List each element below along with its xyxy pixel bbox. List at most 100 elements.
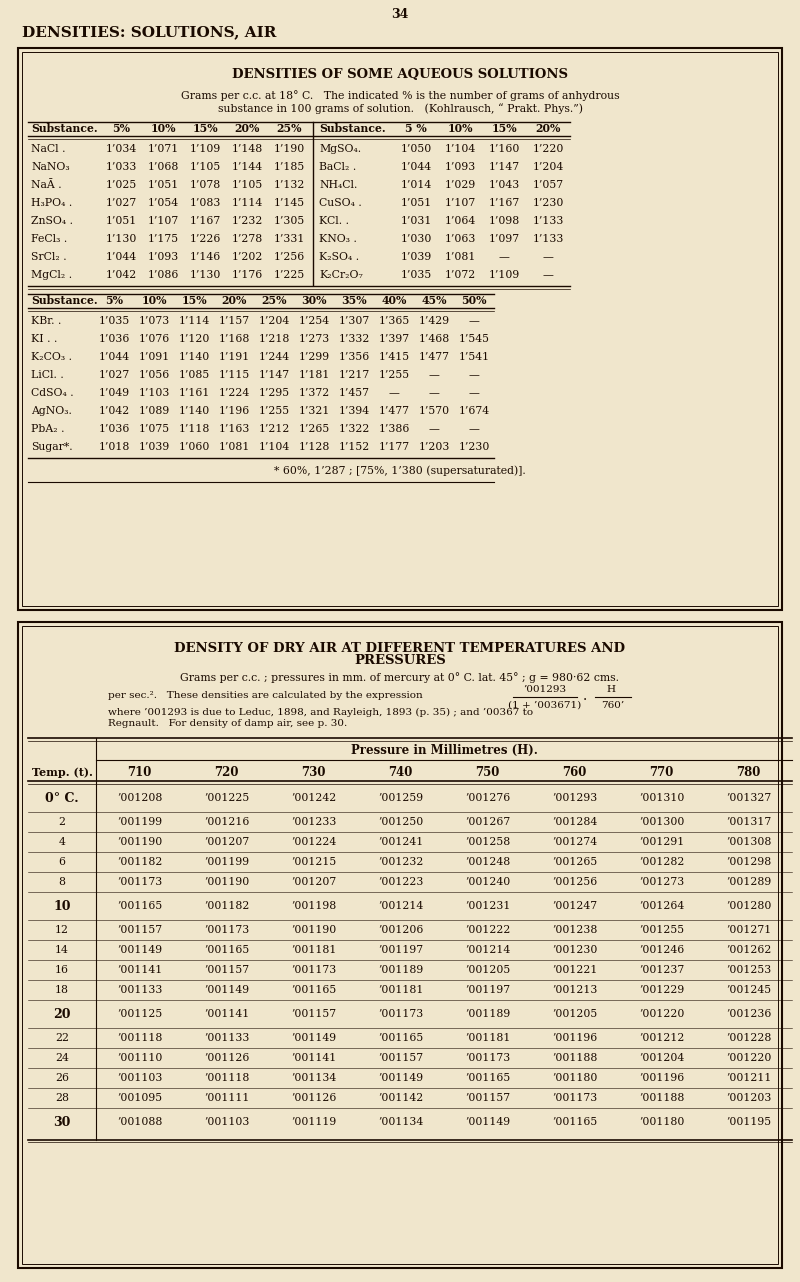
Text: ’001215: ’001215 xyxy=(291,856,336,867)
Text: —: — xyxy=(469,370,479,379)
Text: ’001232: ’001232 xyxy=(378,856,423,867)
Text: 1’049: 1’049 xyxy=(98,388,130,397)
Text: ’001165: ’001165 xyxy=(465,1073,510,1083)
Text: ’001271: ’001271 xyxy=(726,926,771,935)
Text: DENSITY OF DRY AIR AT DIFFERENT TEMPERATURES AND: DENSITY OF DRY AIR AT DIFFERENT TEMPERAT… xyxy=(174,641,626,655)
Text: 1’076: 1’076 xyxy=(138,335,170,344)
Text: ’001293: ’001293 xyxy=(523,686,566,695)
Text: where ’001293 is due to Leduc, 1898, and Rayleigh, 1893 (p. 35) ; and ’00367 to: where ’001293 is due to Leduc, 1898, and… xyxy=(108,708,533,717)
Text: 1’168: 1’168 xyxy=(218,335,250,344)
Text: 1’051: 1’051 xyxy=(400,197,432,208)
Text: 1’203: 1’203 xyxy=(418,442,450,453)
Text: 24: 24 xyxy=(55,1053,69,1063)
Text: 20%: 20% xyxy=(234,123,260,135)
Text: 1’075: 1’075 xyxy=(138,424,170,435)
Text: MgCl₂ .: MgCl₂ . xyxy=(31,271,72,279)
Text: 1’018: 1’018 xyxy=(98,442,130,453)
Text: ’001173: ’001173 xyxy=(552,1094,597,1103)
Text: 760: 760 xyxy=(562,765,586,778)
Text: ’001242: ’001242 xyxy=(291,794,336,803)
Text: 10%: 10% xyxy=(142,295,166,306)
Text: ’001204: ’001204 xyxy=(639,1053,684,1063)
Text: ’001149: ’001149 xyxy=(204,985,249,995)
Text: ’001214: ’001214 xyxy=(378,901,423,912)
Text: ’001103: ’001103 xyxy=(204,1117,249,1127)
Text: 1’093: 1’093 xyxy=(147,253,178,262)
Text: 1’107: 1’107 xyxy=(444,197,476,208)
Text: ’001141: ’001141 xyxy=(291,1053,336,1063)
Bar xyxy=(18,622,782,1268)
Text: ’001190: ’001190 xyxy=(291,926,336,935)
Text: ’001088: ’001088 xyxy=(117,1117,162,1127)
Text: 30: 30 xyxy=(54,1115,70,1128)
Text: 1’305: 1’305 xyxy=(274,215,305,226)
Text: 1’071: 1’071 xyxy=(147,144,178,154)
Text: 1’044: 1’044 xyxy=(106,253,137,262)
Text: 1’256: 1’256 xyxy=(274,253,305,262)
Text: Substance.: Substance. xyxy=(31,123,98,135)
Text: ’001182: ’001182 xyxy=(204,901,249,912)
Text: FeCl₃ .: FeCl₃ . xyxy=(31,235,67,244)
Text: 760’: 760’ xyxy=(602,700,625,709)
Text: 10%: 10% xyxy=(150,123,176,135)
Text: 1’105: 1’105 xyxy=(231,179,262,190)
Text: ’001149: ’001149 xyxy=(465,1117,510,1127)
Text: 25%: 25% xyxy=(276,123,302,135)
Text: 1’190: 1’190 xyxy=(274,144,305,154)
Text: —: — xyxy=(469,315,479,326)
Text: 1’147: 1’147 xyxy=(489,162,519,172)
Text: 1’103: 1’103 xyxy=(138,388,170,397)
Text: 10%: 10% xyxy=(447,123,473,135)
Text: ’001216: ’001216 xyxy=(204,817,249,827)
Text: ’001203: ’001203 xyxy=(726,1094,771,1103)
Text: BaCl₂ .: BaCl₂ . xyxy=(319,162,356,172)
Text: 1’230: 1’230 xyxy=(532,197,564,208)
Text: ’001298: ’001298 xyxy=(726,856,771,867)
Text: ’001205: ’001205 xyxy=(465,965,510,976)
Text: ’001317: ’001317 xyxy=(726,817,771,827)
Text: 1’415: 1’415 xyxy=(378,353,410,362)
Text: ’001165: ’001165 xyxy=(204,945,249,955)
Text: ’001208: ’001208 xyxy=(117,794,162,803)
Text: 1’073: 1’073 xyxy=(138,315,170,326)
Text: ’001126: ’001126 xyxy=(291,1094,336,1103)
Text: ’001195: ’001195 xyxy=(726,1117,771,1127)
Text: —: — xyxy=(469,424,479,435)
Text: 1’128: 1’128 xyxy=(298,442,330,453)
Text: 18: 18 xyxy=(55,985,69,995)
Text: ’001248: ’001248 xyxy=(465,856,510,867)
Text: —: — xyxy=(542,253,554,262)
Text: 1’105: 1’105 xyxy=(190,162,221,172)
Text: 1’093: 1’093 xyxy=(444,162,476,172)
Text: 1’044: 1’044 xyxy=(98,353,130,362)
Text: DENSITIES OF SOME AQUEOUS SOLUTIONS: DENSITIES OF SOME AQUEOUS SOLUTIONS xyxy=(232,68,568,82)
Text: 1’060: 1’060 xyxy=(178,442,210,453)
Text: 1’025: 1’025 xyxy=(106,179,137,190)
Text: ’001276: ’001276 xyxy=(465,794,510,803)
Text: 1’394: 1’394 xyxy=(338,406,370,415)
Text: —: — xyxy=(469,388,479,397)
Text: 740: 740 xyxy=(388,765,413,778)
Text: 1’039: 1’039 xyxy=(400,253,432,262)
Text: ’001259: ’001259 xyxy=(378,794,423,803)
Text: ’001188: ’001188 xyxy=(639,1094,684,1103)
Text: ’001095: ’001095 xyxy=(117,1094,162,1103)
Text: ’001196: ’001196 xyxy=(552,1033,597,1044)
Text: 1’118: 1’118 xyxy=(178,424,210,435)
Text: ’001224: ’001224 xyxy=(291,837,336,847)
Text: 1’104: 1’104 xyxy=(444,144,476,154)
Text: ’001213: ’001213 xyxy=(552,985,597,995)
Text: 5%: 5% xyxy=(112,123,130,135)
Text: 1’167: 1’167 xyxy=(190,215,221,226)
Text: 1’372: 1’372 xyxy=(298,388,330,397)
Text: 1’051: 1’051 xyxy=(147,179,178,190)
Text: ’001133: ’001133 xyxy=(117,985,162,995)
Text: 1’054: 1’054 xyxy=(147,197,178,208)
Text: 50%: 50% xyxy=(462,295,486,306)
Text: 1’146: 1’146 xyxy=(190,253,221,262)
Text: 1’265: 1’265 xyxy=(298,424,330,435)
Text: ’001327: ’001327 xyxy=(726,794,771,803)
Text: CdSO₄ .: CdSO₄ . xyxy=(31,388,74,397)
Text: * 60%, 1’287 ; [75%, 1’380 (supersaturated)].: * 60%, 1’287 ; [75%, 1’380 (supersaturat… xyxy=(274,465,526,477)
Text: ’001247: ’001247 xyxy=(552,901,597,912)
